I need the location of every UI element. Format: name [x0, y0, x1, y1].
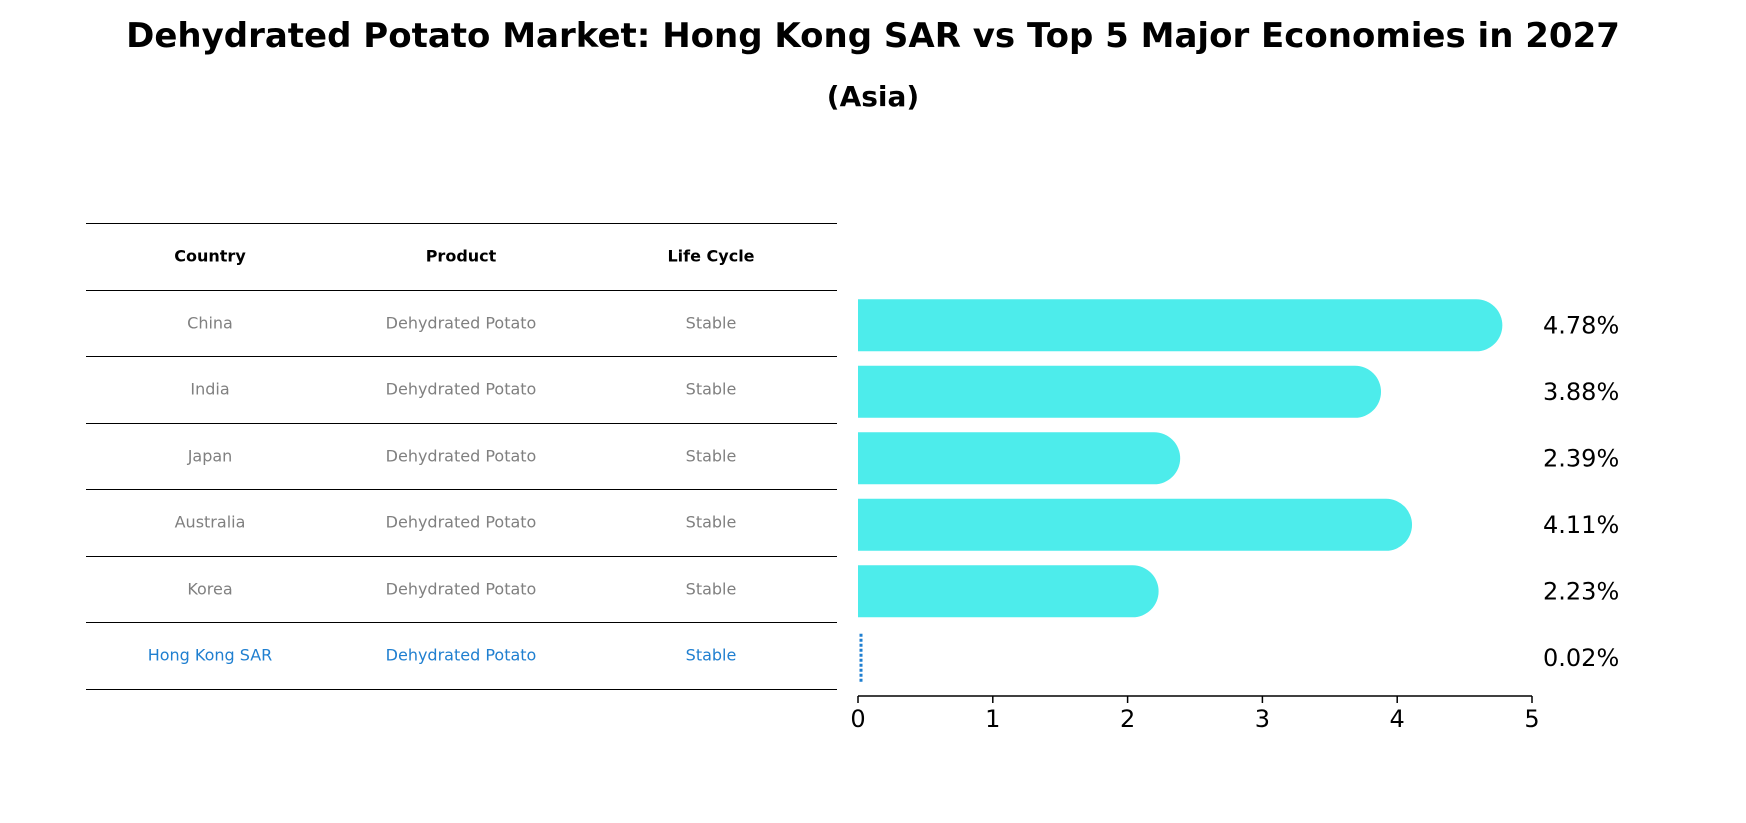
x-tick-label: 3	[1255, 705, 1270, 733]
table-rule	[86, 356, 837, 357]
table-cell: Hong Kong SAR	[147, 645, 273, 665]
x-tick-label: 5	[1524, 705, 1539, 733]
table-cell: Stable	[685, 446, 737, 466]
chart-subtitle: (Asia)	[826, 80, 920, 113]
table-cell: India	[190, 379, 230, 399]
table-cell: Dehydrated Potato	[385, 313, 537, 333]
data-label: 2.39%	[1543, 444, 1619, 472]
data-label: 4.11%	[1543, 511, 1619, 539]
table-cell: Japan	[187, 446, 233, 466]
bar	[858, 498, 1413, 551]
table-header-cell: Product	[425, 246, 497, 266]
chart-title: Dehydrated Potato Market: Hong Kong SAR …	[126, 16, 1620, 56]
table-cell: Australia	[174, 512, 246, 532]
data-label: 4.78%	[1543, 311, 1619, 339]
table-header-cell: Life Cycle	[667, 246, 755, 266]
bar	[858, 299, 1503, 352]
table-cell: Stable	[685, 379, 737, 399]
x-tick-label: 0	[850, 705, 865, 733]
table-rule	[86, 289, 837, 291]
bar	[858, 432, 1181, 485]
bar	[858, 365, 1382, 418]
table-header-cell: Country	[174, 246, 246, 266]
x-tick-label: 2	[1120, 705, 1135, 733]
table-cell: Dehydrated Potato	[385, 579, 537, 599]
table-cell: Dehydrated Potato	[385, 446, 537, 466]
x-tick-label: 1	[985, 705, 1000, 733]
table-cell: China	[187, 313, 233, 333]
table-cell: Dehydrated Potato	[385, 379, 537, 399]
data-label: 2.23%	[1543, 577, 1619, 605]
table-rule	[86, 688, 837, 690]
x-tick-label: 4	[1390, 705, 1405, 733]
table-cell: Korea	[187, 579, 233, 599]
data-label: 0.02%	[1543, 644, 1619, 672]
table-rule	[86, 622, 837, 623]
table-rule	[86, 489, 837, 490]
table-rule	[86, 422, 837, 424]
table-rule	[86, 555, 837, 557]
table-rule	[86, 223, 837, 224]
table-cell: Dehydrated Potato	[385, 512, 537, 532]
table-cell: Dehydrated Potato	[385, 645, 537, 665]
data-label: 3.88%	[1543, 378, 1619, 406]
table-cell: Stable	[685, 579, 737, 599]
table-cell: Stable	[685, 512, 737, 532]
bar	[858, 565, 1159, 618]
table-cell: Stable	[685, 645, 737, 665]
table-cell: Stable	[685, 313, 737, 333]
